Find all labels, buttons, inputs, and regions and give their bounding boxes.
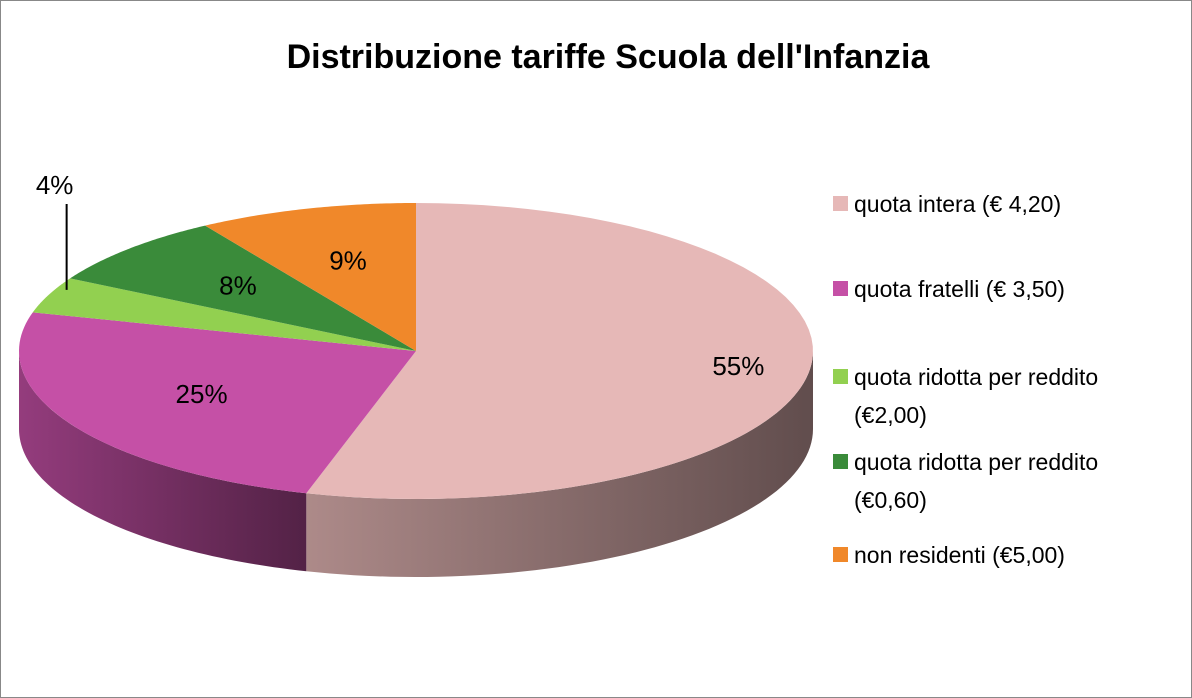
legend-item: quota intera (€ 4,20) <box>833 185 1144 223</box>
legend-label: quota fratelli (€ 3,50) <box>854 276 1065 302</box>
pie-slice <box>19 312 416 494</box>
pie-slice <box>205 203 416 351</box>
legend-item: non residenti (€5,00) <box>833 536 1144 574</box>
data-label: 25% <box>176 379 228 409</box>
legend-item: quota ridotta per reddito (€0,60) <box>833 443 1144 519</box>
pie-side <box>306 351 813 577</box>
pie-side <box>19 351 307 572</box>
data-label: 8% <box>219 271 257 301</box>
pie-slice <box>70 225 417 351</box>
data-label: 4% <box>36 170 74 200</box>
legend-swatch <box>833 281 848 296</box>
legend-swatch <box>833 547 848 562</box>
legend-label: non residenti (€5,00) <box>854 542 1065 568</box>
legend-label: quota intera (€ 4,20) <box>854 191 1062 217</box>
legend-swatch <box>833 454 848 469</box>
data-label: 55% <box>712 351 764 381</box>
legend-label: quota ridotta per reddito (€0,60) <box>854 449 1099 513</box>
legend-swatch <box>833 369 848 384</box>
pie-slice <box>306 203 813 499</box>
data-label: 9% <box>329 246 367 276</box>
pie-slice <box>32 278 416 351</box>
chart-title: Distribuzione tariffe Scuola dell'Infanz… <box>287 38 931 76</box>
legend-label: quota ridotta per reddito (€2,00) <box>854 364 1099 428</box>
legend-swatch <box>833 196 848 211</box>
legend-item: quota ridotta per reddito (€2,00) <box>833 358 1144 434</box>
legend-item: quota fratelli (€ 3,50) <box>833 270 1144 308</box>
